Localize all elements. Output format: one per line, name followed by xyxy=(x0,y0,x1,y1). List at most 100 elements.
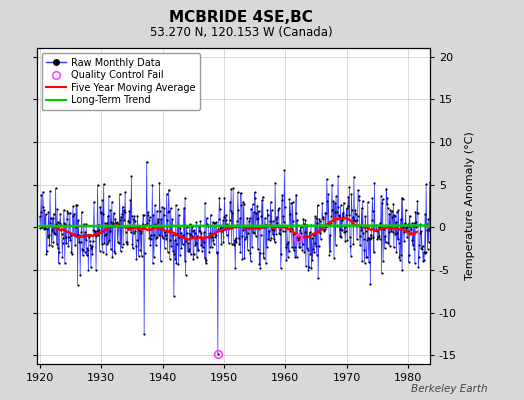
Point xyxy=(361,259,369,266)
Point xyxy=(421,211,429,218)
Point xyxy=(199,244,207,250)
Point xyxy=(379,258,387,264)
Point xyxy=(370,249,378,256)
Point xyxy=(286,228,294,234)
Point xyxy=(61,221,70,227)
Point xyxy=(125,208,134,215)
Point xyxy=(102,250,111,257)
Point xyxy=(229,185,237,191)
Point xyxy=(291,253,299,260)
Point xyxy=(298,246,307,253)
Point xyxy=(343,205,351,211)
Point xyxy=(292,192,300,198)
Point xyxy=(406,212,414,219)
Point xyxy=(394,207,402,213)
Point xyxy=(110,248,118,254)
Point xyxy=(417,244,425,251)
Point xyxy=(264,212,272,218)
Point xyxy=(345,211,353,218)
Point xyxy=(99,211,107,218)
Point xyxy=(69,230,78,237)
Point xyxy=(418,245,426,252)
Point xyxy=(274,222,282,229)
Point xyxy=(414,210,422,217)
Point xyxy=(423,226,431,233)
Point xyxy=(323,198,332,205)
Point xyxy=(166,256,174,262)
Point xyxy=(423,246,432,252)
Point xyxy=(350,174,358,180)
Point xyxy=(154,216,162,222)
Point xyxy=(42,211,50,218)
Point xyxy=(160,205,168,212)
Point xyxy=(238,256,247,263)
Point xyxy=(234,189,242,196)
Point xyxy=(270,239,279,245)
Point xyxy=(339,212,347,219)
Point xyxy=(246,258,255,264)
Point xyxy=(361,213,369,220)
Point xyxy=(60,206,68,213)
Point xyxy=(106,228,114,235)
Point xyxy=(301,217,310,224)
Point xyxy=(275,205,283,212)
Point xyxy=(304,267,313,274)
Point xyxy=(309,246,317,252)
Point xyxy=(285,196,293,202)
Point xyxy=(53,206,61,212)
Point xyxy=(209,237,217,243)
Point xyxy=(266,218,274,224)
Point xyxy=(372,227,380,233)
Point xyxy=(253,216,261,222)
Point xyxy=(66,210,74,216)
Point xyxy=(152,234,161,241)
Point xyxy=(355,233,364,239)
Point xyxy=(127,173,136,180)
Point xyxy=(325,252,334,258)
Point xyxy=(426,228,434,234)
Point xyxy=(219,239,227,245)
Point xyxy=(171,256,180,262)
Point xyxy=(105,237,114,243)
Point xyxy=(51,230,59,237)
Point xyxy=(116,217,124,223)
Point xyxy=(76,272,84,278)
Point xyxy=(340,199,348,206)
Point xyxy=(192,218,201,225)
Point xyxy=(166,237,174,244)
Point xyxy=(190,227,199,233)
Point xyxy=(347,191,356,197)
Point xyxy=(148,182,157,188)
Point xyxy=(387,225,395,232)
Point xyxy=(427,204,435,210)
Point xyxy=(118,204,127,210)
Point xyxy=(116,248,125,254)
Point xyxy=(408,237,417,243)
Point xyxy=(134,253,143,259)
Point xyxy=(372,222,380,228)
Point xyxy=(48,215,57,221)
Point xyxy=(215,216,223,223)
Point xyxy=(262,222,270,228)
Point xyxy=(195,222,203,229)
Point xyxy=(359,230,367,236)
Point xyxy=(75,239,83,246)
Point xyxy=(326,248,335,254)
Point xyxy=(243,247,252,253)
Point xyxy=(355,193,363,199)
Point xyxy=(212,232,220,239)
Point xyxy=(392,219,400,225)
Point xyxy=(241,225,249,232)
Point xyxy=(220,195,228,201)
Point xyxy=(118,211,126,217)
Point xyxy=(39,189,47,195)
Point xyxy=(262,260,270,266)
Point xyxy=(208,234,216,240)
Point xyxy=(149,211,158,218)
Point xyxy=(384,240,392,246)
Point xyxy=(81,229,90,235)
Point xyxy=(258,224,267,230)
Point xyxy=(158,235,167,242)
Point xyxy=(402,225,410,231)
Point xyxy=(314,275,322,281)
